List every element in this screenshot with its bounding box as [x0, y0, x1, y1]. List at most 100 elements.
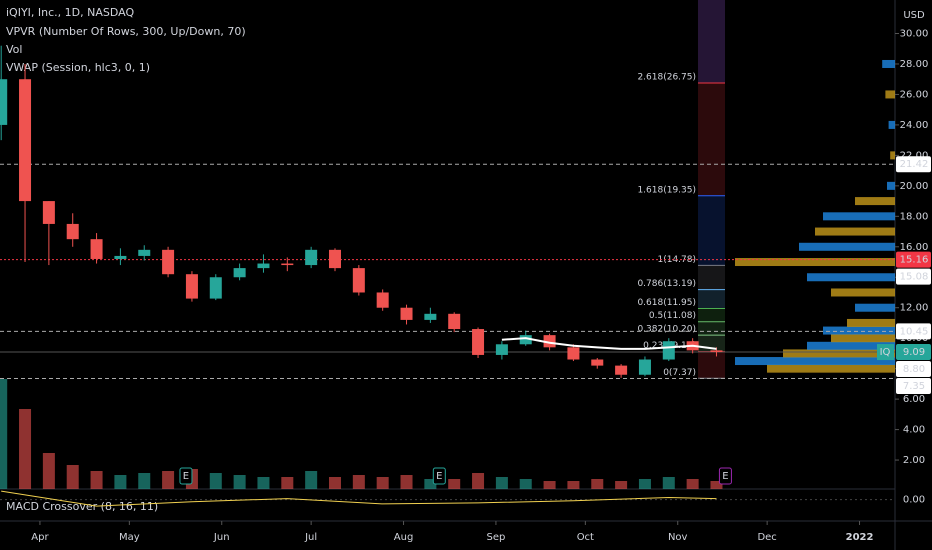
volume-bar — [305, 471, 318, 489]
price-label-bg — [896, 268, 931, 285]
fib-label: 0(7.37) — [663, 368, 696, 378]
price-label-bg — [896, 156, 931, 173]
candle-body — [281, 263, 294, 266]
price-label: 8.80 — [903, 364, 925, 375]
y-tick-label: 30.00 — [900, 29, 929, 40]
fib-band — [698, 265, 725, 290]
fib-band — [698, 83, 725, 196]
macd-tick-label: 0.00 — [903, 495, 925, 506]
volume-bar — [66, 465, 79, 489]
candle-body — [615, 365, 628, 375]
candle-body — [66, 223, 79, 240]
volume-profile-bar — [855, 197, 895, 206]
price-label: 21.42 — [900, 159, 929, 170]
candle-body — [591, 359, 604, 366]
y-tick-label: 12.00 — [900, 303, 929, 314]
volume-bar — [710, 481, 723, 489]
vwap-line — [501, 337, 717, 350]
x-tick-label: Oct — [577, 532, 594, 543]
volume-profile-bar — [882, 59, 895, 68]
volume-bar — [233, 475, 246, 489]
volume-bar — [615, 481, 628, 489]
candle-body — [376, 292, 389, 308]
volume-profile-bar — [807, 341, 895, 350]
candle-body — [638, 359, 651, 375]
volume-profile-bar — [831, 288, 895, 297]
volume-profile-bar — [767, 364, 895, 373]
x-tick-label: Nov — [668, 532, 688, 543]
volume-profile-bar — [887, 181, 895, 190]
candle-body — [519, 335, 532, 345]
volume-bar — [400, 475, 413, 489]
price-label: 10.45 — [900, 326, 929, 337]
volume-bar — [328, 477, 341, 489]
fib-label: 2.618(26.75) — [637, 73, 696, 83]
y-tick-label: 6.00 — [903, 394, 925, 405]
volume-bar — [638, 479, 651, 489]
candle-body — [90, 239, 103, 259]
price-label-bg — [896, 323, 931, 340]
y-tick-label: 26.00 — [900, 89, 929, 100]
volume-bar — [209, 473, 222, 489]
candle-body — [328, 249, 341, 269]
y-tick-label: 20.00 — [900, 181, 929, 192]
volume-bar — [138, 473, 151, 489]
fib-band — [698, 308, 725, 322]
y-tick-label: 16.00 — [900, 242, 929, 253]
price-label-bg — [896, 361, 931, 378]
earnings-marker — [718, 467, 732, 485]
candle-body — [114, 255, 127, 259]
volume-bar — [42, 453, 55, 489]
currency: USD — [903, 10, 925, 21]
y-tick-label: 28.00 — [900, 59, 929, 70]
price-label: 7.35 — [903, 381, 925, 392]
x-tick-label: Jun — [213, 532, 230, 543]
x-tick-label: 2022 — [846, 532, 874, 543]
x-tick-label: Jul — [304, 532, 317, 543]
candle-body — [0, 79, 8, 125]
volume-profile-bar — [815, 227, 895, 236]
candle-body — [448, 313, 461, 330]
volume-profile-bar — [783, 349, 895, 358]
candle-body — [400, 307, 413, 320]
earnings-label: E — [183, 471, 189, 482]
candle-body — [495, 344, 508, 355]
volume-bar — [543, 481, 556, 489]
y-tick-label: 18.00 — [900, 211, 929, 222]
fib-label: 0.618(11.95) — [637, 298, 696, 308]
volume-bar — [19, 409, 32, 489]
candle-body — [162, 249, 175, 275]
volume-profile-bar — [735, 357, 895, 366]
candle-body — [424, 313, 437, 320]
volume-profile-bar — [890, 151, 895, 160]
candle-body — [233, 268, 246, 278]
fib-band — [698, 195, 725, 266]
indicator-label: MACD Crossover (8, 16, 11) — [6, 500, 158, 513]
earnings-label: E — [436, 471, 442, 482]
volume-profile-bar — [888, 120, 895, 129]
fib-band — [698, 321, 725, 336]
volume-profile-bar — [855, 303, 895, 312]
fib-band — [698, 289, 725, 309]
candle-body — [472, 329, 485, 355]
indicator-label: VWAP (Session, hlc3, 0, 1) — [6, 61, 150, 74]
volume-profile-bar — [823, 212, 895, 221]
candle-body — [567, 347, 580, 360]
fib-label: 0.5(11.08) — [649, 311, 696, 321]
volume-profile-bar — [823, 326, 895, 335]
fib-label: 0.786(13.19) — [637, 279, 696, 289]
macd-line — [1, 490, 717, 507]
y-tick-label: 22.00 — [900, 150, 929, 161]
volume-profile-bar — [735, 258, 895, 267]
volume-bar — [376, 477, 389, 489]
price-label-bg — [896, 344, 931, 361]
y-tick-label: 2.00 — [903, 455, 925, 466]
chart-title: iQIYI, Inc., 1D, NASDAQ — [6, 6, 134, 19]
volume-bar — [448, 479, 461, 489]
volume-bar — [567, 481, 580, 489]
volume-bar — [662, 477, 675, 489]
volume-bar — [495, 477, 508, 489]
candle-body — [209, 277, 222, 299]
symbol-label-bg — [877, 344, 894, 361]
